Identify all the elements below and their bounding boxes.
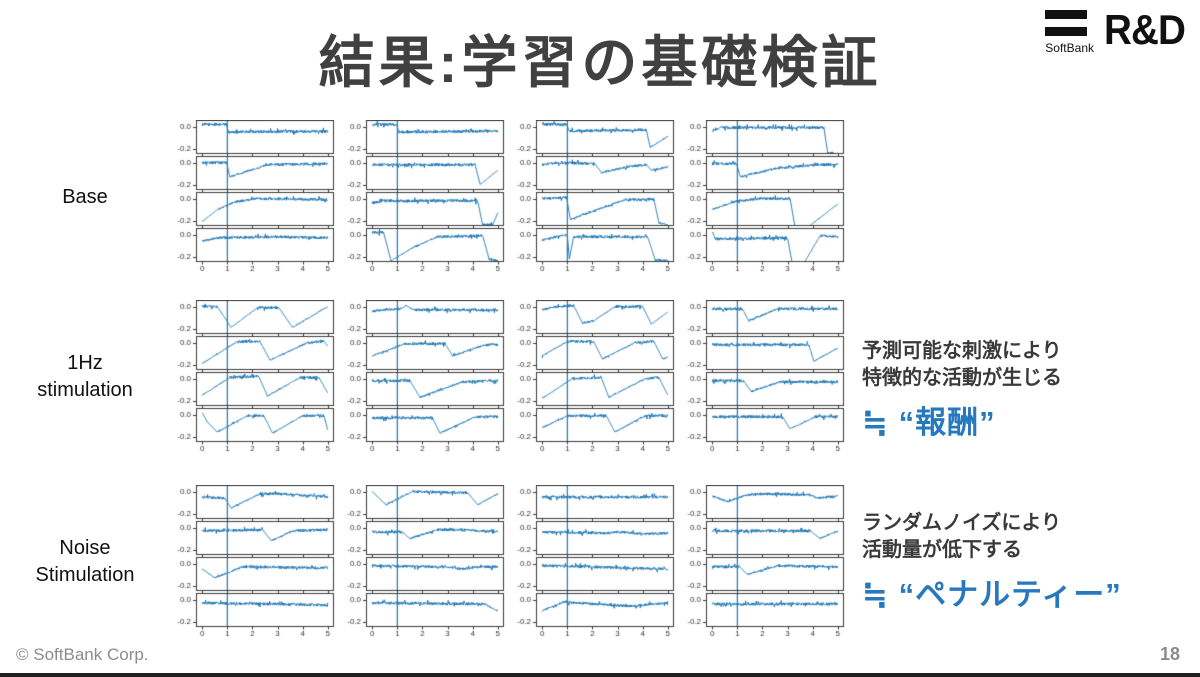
group-label-1hz-stimulation: 1Hz stimulation bbox=[37, 352, 133, 401]
chart-group-base: Base bbox=[0, 120, 1200, 274]
subplot-column-canvas-noise-stimulation-3 bbox=[510, 485, 676, 639]
softbank-rd-logo: SoftBank R&D bbox=[1045, 6, 1192, 55]
softbank-logo-wordmark: SoftBank bbox=[1045, 41, 1094, 55]
subplot-column-canvas-base-3 bbox=[510, 120, 676, 274]
slide-title: 結果:学習の基礎検証 bbox=[318, 31, 882, 94]
group-columns-base bbox=[170, 120, 846, 274]
subplot-column-canvas-noise-stimulation-1 bbox=[170, 485, 336, 639]
page-number: 18 bbox=[1159, 644, 1180, 664]
chart-group-1hz-stimulation: 1Hz stimulation bbox=[0, 300, 1200, 454]
rd-logo-text: R&D bbox=[1104, 6, 1186, 53]
annotation-reward: 予測可能な刺激により 特徴的な活動が生じる ≒ “報酬” bbox=[862, 338, 1197, 442]
annotation-penalty-line-2: 活動量が低下する bbox=[862, 539, 1022, 561]
annotation-reward-line-1: 予測可能な刺激により bbox=[862, 340, 1062, 362]
subplot-column-canvas-1hz-stimulation-2 bbox=[340, 300, 506, 454]
annotation-penalty-line-1: ランダムノイズにより bbox=[862, 512, 1061, 534]
group-label-base: Base bbox=[62, 185, 108, 208]
subplot-column-canvas-noise-stimulation-2 bbox=[340, 485, 506, 639]
subplot-column-canvas-noise-stimulation-4 bbox=[680, 485, 846, 639]
softbank-logo-mark: SoftBank bbox=[1045, 10, 1094, 55]
annotation-penalty-highlight: ≒ “ペナルティー” bbox=[862, 577, 1122, 612]
group-columns-noise-stimulation bbox=[170, 485, 846, 639]
annotation-penalty: ランダムノイズにより 活動量が低下する ≒ “ペナルティー” bbox=[862, 510, 1197, 614]
chart-group-noise-stimulation: Noise Stimulation bbox=[0, 485, 1200, 639]
subplot-column-canvas-1hz-stimulation-4 bbox=[680, 300, 846, 454]
subplot-column-canvas-1hz-stimulation-1 bbox=[170, 300, 336, 454]
softbank-logo-bar-bottom bbox=[1045, 27, 1088, 36]
annotation-reward-highlight: ≒ “報酬” bbox=[862, 405, 996, 440]
group-columns-1hz-stimulation bbox=[170, 300, 846, 454]
slide-bottom-bar bbox=[0, 673, 1200, 677]
annotation-reward-line-2: 特徴的な活動が生じる bbox=[862, 367, 1062, 389]
footer-copyright: © SoftBank Corp. bbox=[16, 645, 149, 664]
group-label-noise-stimulation: Noise Stimulation bbox=[35, 537, 135, 586]
subplot-column-canvas-base-1 bbox=[170, 120, 336, 274]
subplot-column-canvas-base-4 bbox=[680, 120, 846, 274]
subplot-column-canvas-1hz-stimulation-3 bbox=[510, 300, 676, 454]
softbank-logo-bar-top bbox=[1045, 10, 1088, 19]
subplot-column-canvas-base-2 bbox=[340, 120, 506, 274]
